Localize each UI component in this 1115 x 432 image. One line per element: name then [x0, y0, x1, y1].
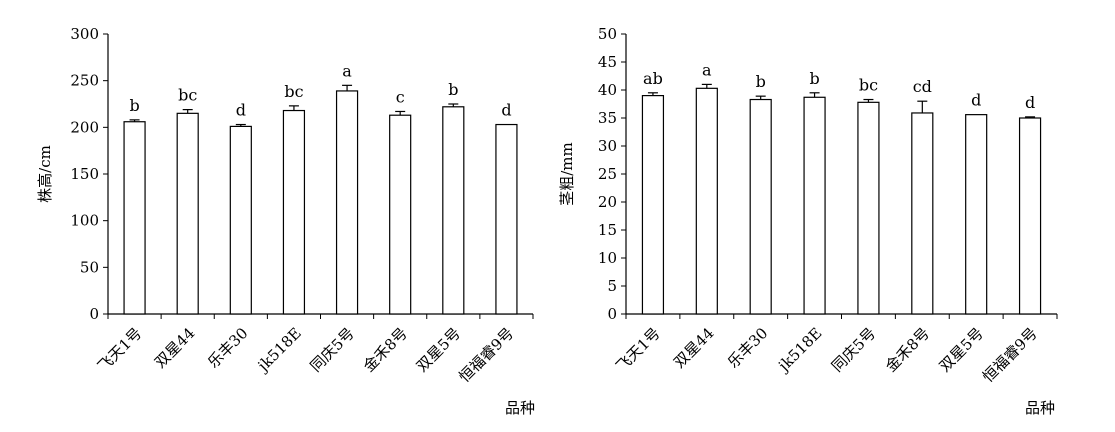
x-tick-label: 同庆5号: [307, 324, 358, 375]
significance-label: bc: [178, 86, 197, 105]
x-tick-label: 飞天1号: [94, 324, 145, 375]
chart-1: 050100150200250300b飞天1号bc双星44d乐丰30bcjk51…: [36, 25, 535, 417]
bar: [749, 98, 772, 315]
significance-label: d: [236, 101, 246, 120]
y-axis-title: 株高/cm: [36, 145, 54, 203]
y-tick-label: 50: [80, 258, 99, 276]
y-tick-label: 40: [598, 81, 617, 99]
x-tick-label: 双星44: [151, 324, 198, 371]
y-tick-label: 100: [70, 212, 99, 230]
x-axis-title: 品种: [505, 399, 535, 417]
bar: [965, 114, 988, 315]
bar: [335, 90, 359, 315]
x-tick-label: 同庆5号: [828, 324, 879, 375]
bar: [641, 94, 665, 315]
bar: [123, 121, 146, 315]
x-tick-label: 飞天1号: [612, 324, 663, 375]
significance-label: d: [1025, 93, 1035, 112]
y-tick-label: 45: [598, 53, 617, 71]
y-tick-label: 25: [598, 165, 617, 183]
x-tick-label: 金禾8号: [882, 324, 933, 375]
significance-label: b: [448, 80, 458, 99]
bar: [495, 123, 518, 315]
bar: [442, 106, 465, 315]
y-tick-label: 5: [607, 277, 617, 295]
x-tick-label: 双星44: [670, 324, 717, 371]
y-tick-label: 200: [70, 118, 99, 136]
x-tick-label: jk518E: [774, 324, 826, 376]
y-tick-label: 30: [598, 137, 617, 155]
chart-2: 0 5 10 15 20 25 30 35 40 45 50 ab 飞天1号 a 双星44 b 乐丰30 b jk5…: [558, 25, 1058, 417]
significance-label: bc: [284, 82, 303, 101]
bar: [282, 109, 306, 315]
significance-label: cd: [913, 77, 932, 96]
x-axis-title: 品种: [1025, 399, 1055, 417]
bar: [176, 112, 199, 315]
y-tick-label: 250: [70, 72, 99, 90]
x-tick-label: jk518E: [253, 324, 305, 376]
significance-label: bc: [859, 76, 878, 95]
y-tick-label: 10: [598, 249, 617, 267]
x-tick-label: 金禾8号: [360, 324, 411, 375]
bar: [695, 87, 718, 315]
bar: [1018, 117, 1042, 315]
y-tick-label: 150: [70, 165, 99, 183]
bar: [389, 114, 412, 315]
y-tick-label: 0: [89, 305, 99, 323]
significance-label: d: [501, 101, 511, 120]
y-axis-title: 茎粗/mm: [558, 142, 576, 206]
x-tick-label: 双星5号: [936, 324, 987, 375]
x-tick-label: 恒福睿9号: [455, 324, 517, 386]
bar: [803, 96, 826, 315]
y-tick-label: 50: [598, 25, 617, 43]
x-tick-label: 乐丰30: [724, 324, 771, 371]
significance-label: b: [809, 69, 819, 88]
significance-label: b: [129, 96, 139, 115]
significance-label: a: [342, 61, 352, 80]
y-tick-label: 20: [598, 193, 617, 211]
significance-label: b: [756, 72, 766, 91]
significance-label: ab: [643, 69, 663, 88]
bar: [229, 125, 252, 315]
y-tick-label: 300: [70, 25, 99, 43]
bar: [857, 101, 880, 315]
y-tick-label: 35: [598, 109, 617, 127]
significance-label: c: [396, 87, 405, 106]
x-tick-label: 乐丰30: [204, 324, 251, 371]
x-tick-label: 恒福睿9号: [979, 324, 1041, 386]
significance-label: d: [971, 91, 981, 110]
significance-label: a: [702, 60, 712, 79]
bar: [911, 112, 934, 315]
y-tick-label: 15: [598, 221, 617, 239]
x-tick-label: 双星5号: [413, 324, 464, 375]
y-tick-label: 0: [607, 305, 617, 323]
